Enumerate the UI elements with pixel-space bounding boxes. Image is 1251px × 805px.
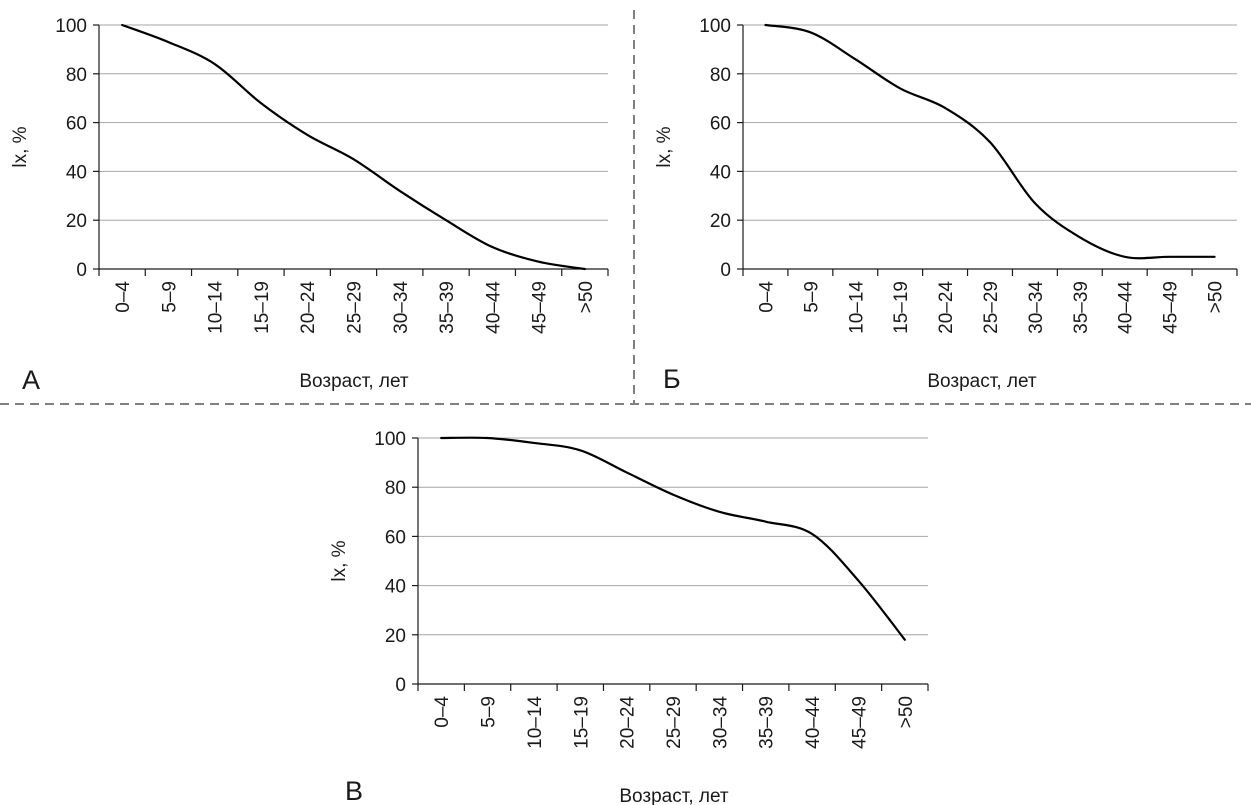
y-tick-label: 20: [710, 211, 731, 232]
x-tick-label: 40–44: [803, 696, 824, 749]
x-tick-label: 45–49: [849, 696, 870, 749]
series-line: [764, 23, 1216, 260]
y-tick-label: 20: [385, 626, 406, 647]
x-tick-label: 35–39: [437, 281, 458, 334]
x-tick-label: 30–34: [710, 696, 731, 749]
panel-label: А: [22, 365, 40, 395]
x-tick-label: 35–39: [1071, 281, 1092, 334]
y-tick-label: 40: [66, 162, 87, 183]
chart-panel-v: 0 20 40 60 80 100 0–4 5–9 10–14 15–19 20–24 25–29 30…: [329, 429, 929, 805]
x-tick-label: 10–14: [206, 281, 227, 334]
y-tick-label: 60: [385, 527, 406, 548]
x-tick-label: 10–14: [846, 281, 867, 334]
y-tick-label: 0: [76, 260, 87, 281]
x-tick-label: 25–29: [345, 281, 366, 334]
x-tick-label: >50: [1206, 281, 1227, 313]
y-tick-label: 100: [374, 429, 406, 450]
x-tick-label: 40–44: [1116, 281, 1137, 334]
y-tick-label: 40: [710, 162, 731, 183]
y-tick-label: 40: [385, 577, 406, 598]
x-tick-label: 20–24: [298, 281, 319, 334]
x-tick-label: 30–34: [1026, 281, 1047, 334]
x-tick-label: 10–14: [525, 696, 546, 749]
y-tick-label: 20: [66, 211, 87, 232]
y-axis-label: lx, %: [10, 126, 31, 167]
x-tick-label: 15–19: [571, 696, 592, 749]
x-tick-label: 30–34: [391, 281, 412, 334]
x-tick-label: 5–9: [159, 281, 180, 313]
panel-label: Б: [663, 364, 681, 394]
x-axis-label: Возраст, лет: [927, 371, 1037, 392]
x-axis-label: Возраст, лет: [619, 786, 729, 805]
x-tick-label: 15–19: [891, 281, 912, 334]
x-tick-label: 5–9: [479, 696, 500, 728]
x-tick-label: 0–4: [432, 696, 453, 728]
y-axis-label: lx, %: [654, 126, 675, 167]
x-tick-label: 15–19: [252, 281, 273, 334]
x-tick-label: 20–24: [618, 696, 639, 749]
x-tick-label: 5–9: [801, 281, 822, 313]
x-tick-label: 35–39: [757, 696, 778, 749]
series-line: [121, 23, 586, 271]
x-tick-label: 25–29: [981, 281, 1002, 334]
y-tick-label: 80: [385, 478, 406, 499]
y-tick-label: 0: [395, 675, 406, 696]
y-tick-label: 80: [710, 65, 731, 86]
x-tick-label: >50: [576, 281, 597, 313]
x-tick-label: 20–24: [936, 281, 957, 334]
y-tick-label: 80: [66, 65, 87, 86]
x-tick-label: 40–44: [483, 281, 504, 334]
x-tick-label: >50: [896, 696, 917, 728]
x-axis-label: Возраст, лет: [299, 371, 409, 392]
y-axis-label: lx, %: [329, 540, 350, 581]
x-tick-label: 45–49: [530, 281, 551, 334]
series-line: [440, 436, 906, 641]
x-tick-label: 0–4: [756, 281, 777, 313]
y-tick-label: 100: [699, 16, 731, 37]
x-tick-label: 0–4: [113, 281, 134, 313]
y-tick-label: 100: [55, 16, 87, 37]
y-tick-label: 60: [710, 114, 731, 135]
panel-label: В: [345, 776, 363, 805]
y-tick-label: 0: [720, 260, 731, 281]
x-tick-label: 25–29: [664, 696, 685, 749]
x-tick-label: 45–49: [1161, 281, 1182, 334]
y-tick-label: 60: [66, 114, 87, 135]
chart-panel-b: 0 20 40 60 80 100 0–4 5–9 10–14 15–19 20–24 25–29 30…: [654, 16, 1238, 394]
chart-panel-a: 0 20 40 60 80 100 0–4 5–9 10–14 15–19 20–24 25–29 30…: [10, 16, 609, 395]
